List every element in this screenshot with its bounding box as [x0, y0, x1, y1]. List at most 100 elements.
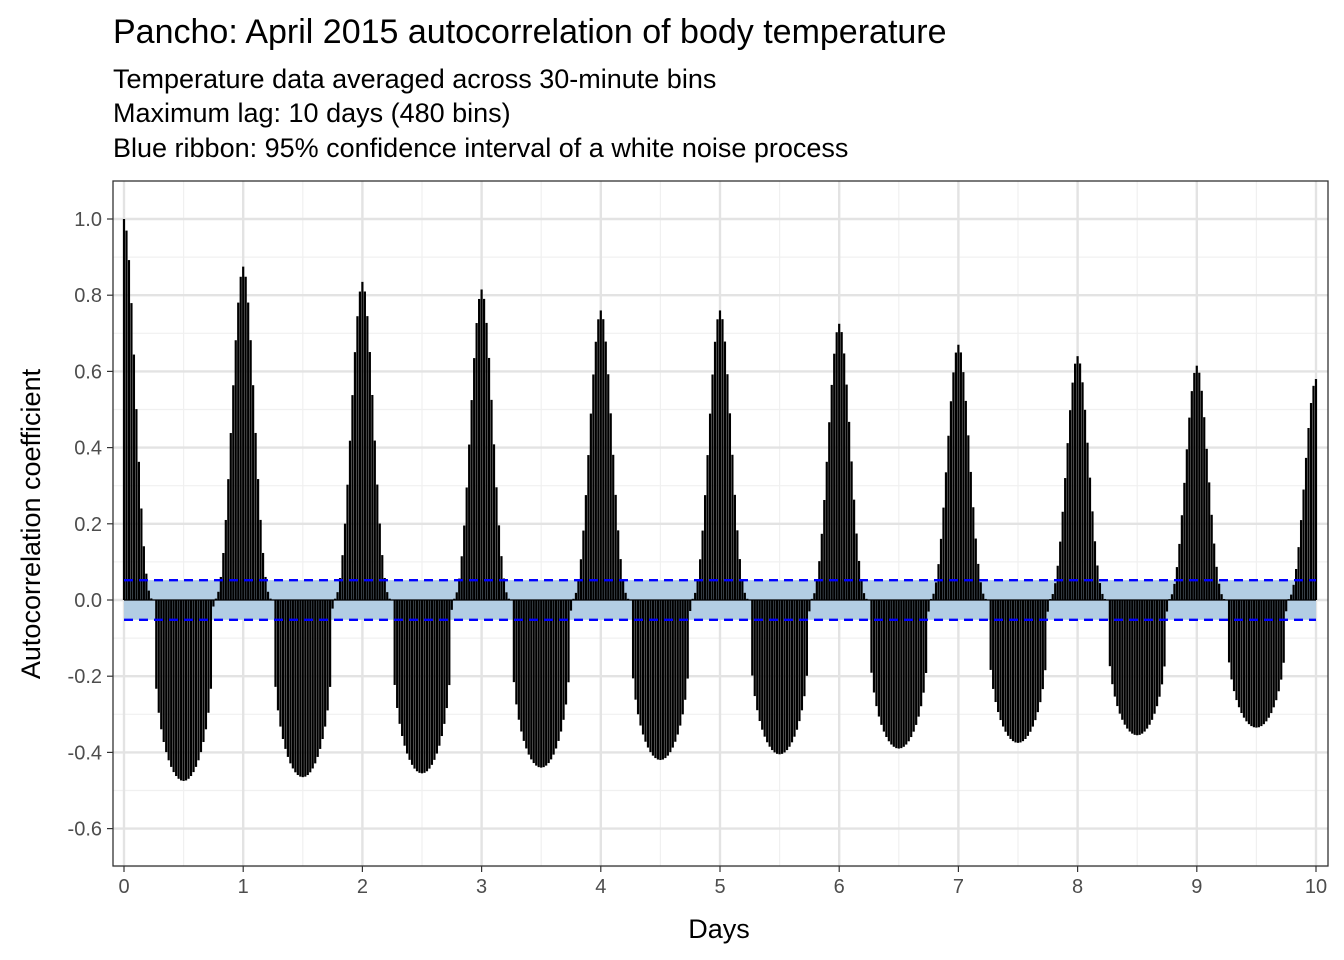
- acf-bar: [485, 322, 488, 600]
- acf-bar: [1046, 600, 1049, 612]
- acf-bar: [281, 600, 285, 739]
- acf-bar: [689, 600, 692, 612]
- acf-bar: [671, 600, 674, 748]
- acf-bar: [329, 600, 332, 687]
- acf-bar: [646, 600, 650, 748]
- acf-bar: [641, 600, 645, 735]
- acf-bar: [766, 600, 769, 743]
- acf-bar: [989, 600, 992, 670]
- acf-bar: [1218, 583, 1221, 600]
- acf-bar: [1175, 567, 1179, 600]
- acf-bar: [1004, 600, 1007, 732]
- acf-bar: [500, 556, 503, 600]
- acf-bar: [1257, 600, 1260, 728]
- acf-bar: [905, 600, 908, 745]
- acf-bar: [1153, 600, 1156, 714]
- acf-bar: [358, 291, 362, 600]
- acf-bar: [1230, 600, 1233, 680]
- acf-bar: [321, 600, 324, 740]
- acf-bar: [681, 600, 684, 715]
- acf-bar: [1307, 428, 1310, 600]
- acf-bar: [336, 592, 339, 600]
- acf-bar: [562, 600, 565, 720]
- acf-bar: [1143, 600, 1146, 732]
- acf-bar: [517, 600, 520, 720]
- acf-bar: [907, 600, 910, 742]
- y-tick-label: 0.6: [74, 361, 102, 383]
- acf-bar: [1282, 600, 1285, 663]
- acf-bar: [900, 600, 903, 749]
- acf-bar: [1170, 594, 1174, 600]
- acf-bar: [212, 600, 215, 607]
- acf-bar: [617, 530, 620, 600]
- acf-bar: [505, 592, 508, 600]
- acf-bar: [170, 600, 173, 767]
- acf-bar: [756, 600, 759, 711]
- acf-bar: [552, 600, 555, 755]
- acf-bar: [440, 600, 443, 737]
- acf-bar: [823, 499, 826, 600]
- acf-bar: [1131, 600, 1134, 734]
- acf-bar: [393, 600, 396, 685]
- acf-bar: [396, 600, 399, 708]
- acf-bar: [177, 600, 180, 779]
- acf-bar: [726, 374, 729, 600]
- acf-bar: [415, 600, 419, 772]
- acf-bar: [453, 598, 456, 600]
- acf-bar: [554, 600, 558, 749]
- acf-bar: [1173, 583, 1176, 600]
- acf-bar: [507, 598, 511, 600]
- acf-bar: [833, 353, 836, 600]
- acf-bar: [1302, 489, 1305, 600]
- acf-bar: [458, 578, 461, 600]
- acf-bar: [736, 530, 739, 600]
- acf-bar: [979, 582, 982, 600]
- acf-bar: [351, 395, 354, 600]
- acf-bar: [1163, 600, 1166, 667]
- acf-bar: [728, 413, 732, 600]
- acf-bar: [274, 600, 277, 687]
- acf-bar: [838, 323, 841, 600]
- acf-bar: [130, 303, 133, 600]
- acf-bar: [520, 600, 523, 732]
- acf-bar: [1255, 600, 1258, 728]
- acf-bar: [882, 600, 885, 732]
- acf-bar: [1086, 442, 1089, 600]
- acf-bar: [363, 291, 366, 600]
- acf-bar: [743, 592, 746, 600]
- acf-bar: [388, 598, 391, 600]
- x-tick-label: 8: [1072, 876, 1083, 898]
- acf-bar: [264, 576, 267, 600]
- acf-bar: [383, 577, 386, 600]
- acf-bar: [977, 563, 980, 600]
- acf-bar: [294, 600, 297, 773]
- acf-bar: [1213, 543, 1216, 600]
- acf-bar: [239, 276, 242, 600]
- acf-bar: [1252, 600, 1255, 728]
- acf-bar: [1096, 565, 1099, 600]
- acf-bar: [659, 600, 662, 761]
- acf-bar: [1044, 600, 1047, 671]
- acf-bar: [582, 530, 585, 600]
- acf-bar: [135, 409, 138, 600]
- acf-bar: [266, 591, 270, 600]
- acf-bar: [249, 340, 252, 600]
- acf-bar: [162, 600, 165, 742]
- acf-bar: [1247, 600, 1251, 725]
- acf-bar: [1026, 600, 1030, 736]
- acf-bar: [410, 600, 414, 765]
- acf-bar: [1158, 600, 1161, 697]
- acf-bar: [1205, 448, 1208, 600]
- acf-bar: [1285, 600, 1288, 612]
- acf-bar: [150, 598, 153, 600]
- acf-bar: [944, 472, 948, 600]
- acf-bar: [301, 600, 304, 778]
- acf-bar: [540, 600, 543, 768]
- acf-bar: [256, 479, 260, 600]
- acf-bar: [852, 499, 856, 600]
- acf-bar: [1031, 600, 1034, 727]
- acf-bar: [785, 600, 789, 751]
- x-tick-label: 5: [714, 876, 725, 898]
- acf-bar: [1242, 600, 1246, 718]
